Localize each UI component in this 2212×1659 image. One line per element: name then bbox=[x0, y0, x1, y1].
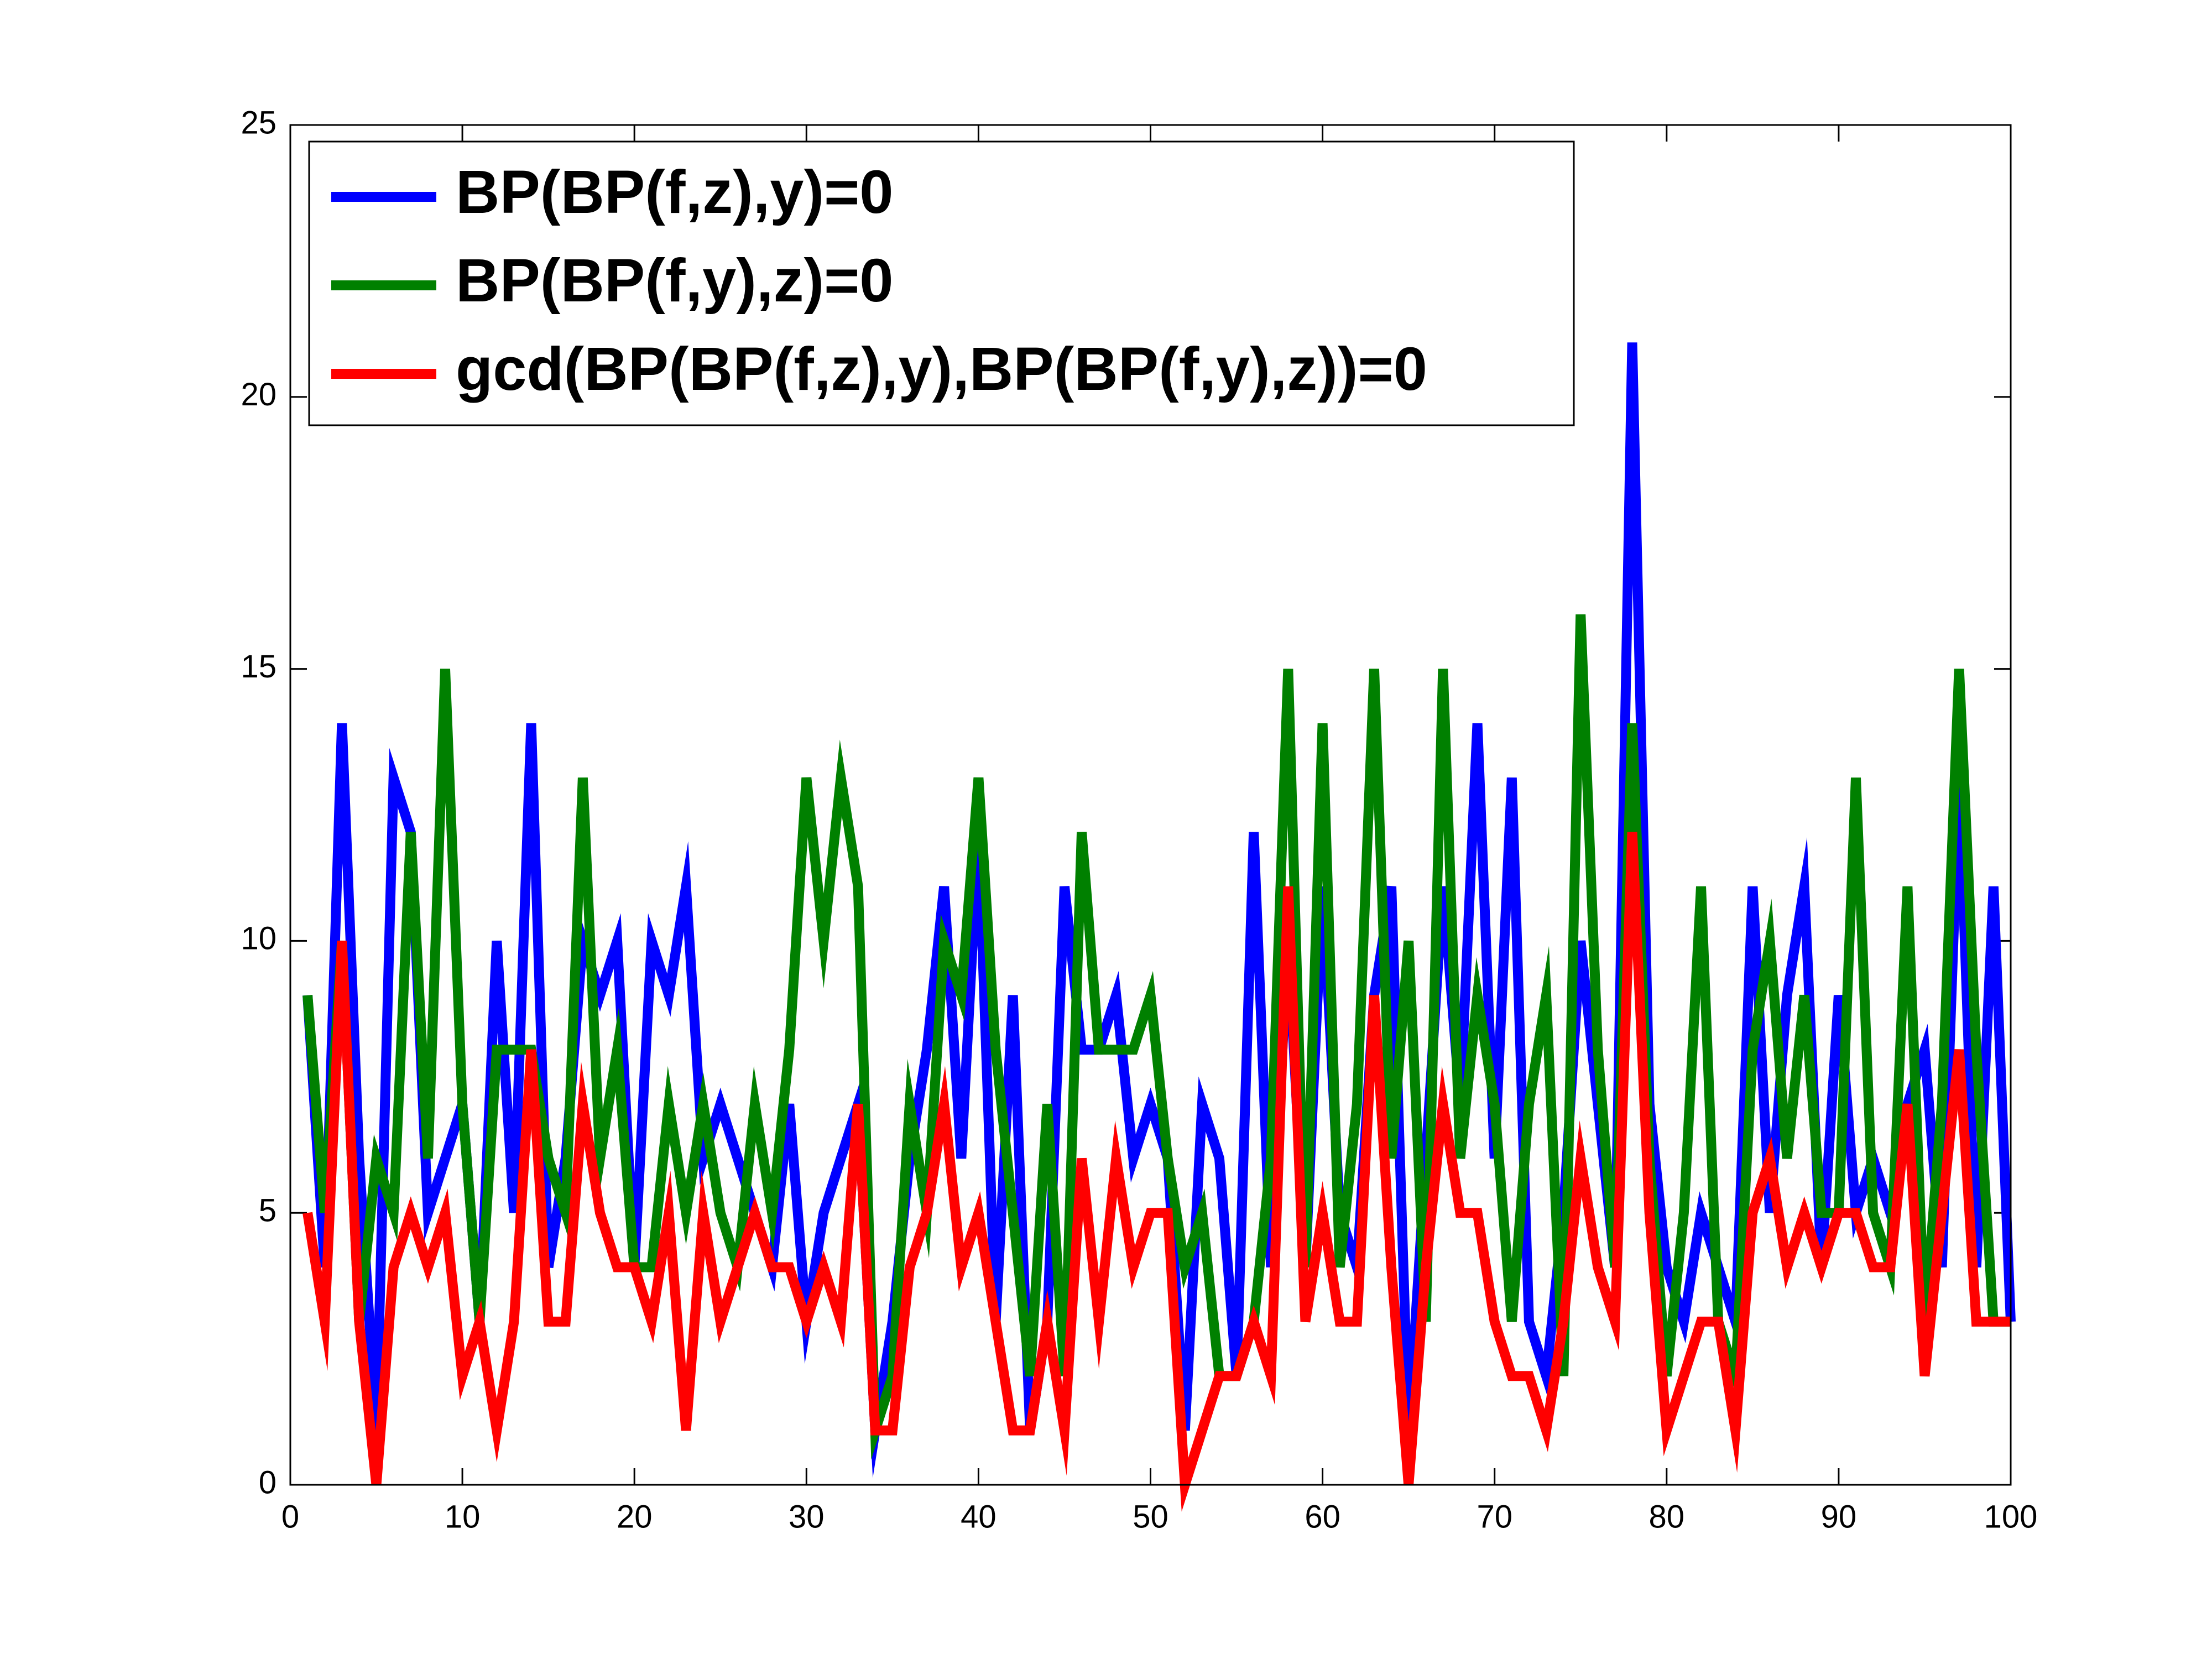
legend-box bbox=[308, 140, 1575, 426]
y-tick-label: 0 bbox=[259, 1464, 276, 1500]
x-tick-label: 40 bbox=[961, 1499, 997, 1535]
x-tick-label: 30 bbox=[789, 1499, 825, 1535]
x-tick-label: 90 bbox=[1821, 1499, 1857, 1535]
y-tick-label: 15 bbox=[241, 649, 276, 685]
legend-label: gcd(BP(BP(f,z),y),BP(BP(f,y),z))=0 bbox=[456, 335, 1427, 403]
y-tick-label: 10 bbox=[241, 921, 276, 957]
x-tick-label: 50 bbox=[1133, 1499, 1168, 1535]
x-tick-label: 100 bbox=[1984, 1499, 2038, 1535]
x-tick-label: 80 bbox=[1649, 1499, 1685, 1535]
x-tick-label: 10 bbox=[445, 1499, 481, 1535]
data-line bbox=[302, 832, 2011, 1512]
x-tick-label: 20 bbox=[617, 1499, 653, 1535]
legend-label: BP(BP(f,z),y)=0 bbox=[456, 158, 893, 226]
plot-frame bbox=[289, 124, 2012, 1486]
x-tick-label: 0 bbox=[281, 1499, 299, 1535]
y-tick-label: 5 bbox=[259, 1193, 276, 1229]
y-tick-label: 20 bbox=[241, 377, 276, 413]
x-tick-label: 70 bbox=[1477, 1499, 1512, 1535]
x-tick-label: 60 bbox=[1305, 1499, 1340, 1535]
legend-label: BP(BP(f,y),z)=0 bbox=[456, 247, 893, 315]
y-tick-label: 25 bbox=[241, 105, 276, 140]
